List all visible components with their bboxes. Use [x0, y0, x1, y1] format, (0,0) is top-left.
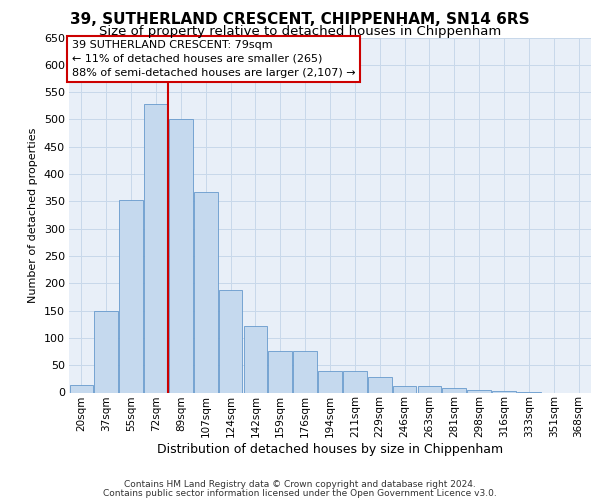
Bar	[368, 377, 392, 392]
X-axis label: Distribution of detached houses by size in Chippenham: Distribution of detached houses by size …	[157, 443, 503, 456]
Bar	[219, 290, 242, 392]
Bar	[194, 192, 218, 392]
Bar	[94, 310, 118, 392]
Bar	[393, 386, 416, 392]
Text: Contains public sector information licensed under the Open Government Licence v3: Contains public sector information licen…	[103, 488, 497, 498]
Bar	[169, 120, 193, 392]
Text: Size of property relative to detached houses in Chippenham: Size of property relative to detached ho…	[99, 25, 501, 38]
Bar	[70, 385, 93, 392]
Bar	[144, 104, 168, 393]
Bar	[442, 388, 466, 392]
Y-axis label: Number of detached properties: Number of detached properties	[28, 128, 38, 302]
Bar	[293, 351, 317, 393]
Bar	[343, 370, 367, 392]
Text: Contains HM Land Registry data © Crown copyright and database right 2024.: Contains HM Land Registry data © Crown c…	[124, 480, 476, 489]
Bar	[318, 370, 342, 392]
Text: 39 SUTHERLAND CRESCENT: 79sqm
← 11% of detached houses are smaller (265)
88% of : 39 SUTHERLAND CRESCENT: 79sqm ← 11% of d…	[71, 40, 355, 78]
Bar	[268, 351, 292, 393]
Bar	[119, 200, 143, 392]
Text: 39, SUTHERLAND CRESCENT, CHIPPENHAM, SN14 6RS: 39, SUTHERLAND CRESCENT, CHIPPENHAM, SN1…	[70, 12, 530, 28]
Bar	[418, 386, 441, 392]
Bar	[244, 326, 267, 392]
Bar	[467, 390, 491, 392]
